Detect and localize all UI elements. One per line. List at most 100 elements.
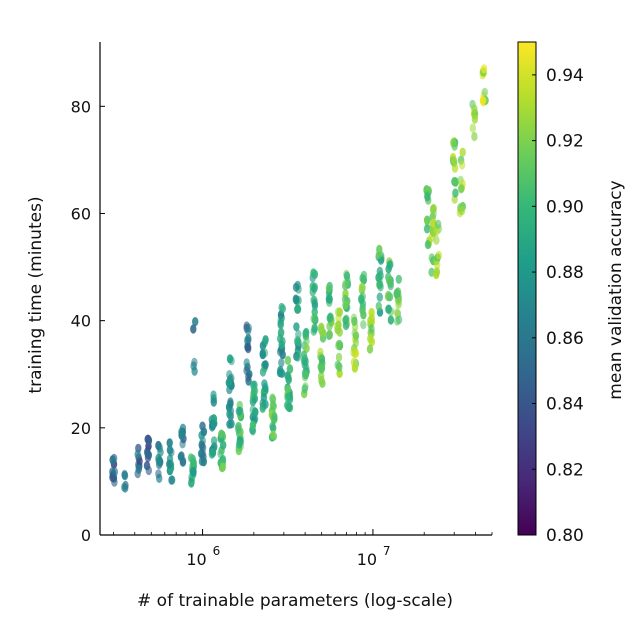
- scatter-point: [261, 379, 268, 389]
- scatter-point: [385, 304, 392, 314]
- scatter-point: [303, 336, 310, 346]
- scatter-point: [366, 344, 374, 354]
- scatter-point: [250, 385, 258, 395]
- scatter-point: [200, 427, 208, 437]
- scatter-point: [292, 282, 300, 292]
- y-axis-title: training time (minutes): [26, 196, 46, 393]
- scatter-point: [177, 452, 185, 462]
- scatter-point: [471, 131, 478, 142]
- scatter-point: [178, 429, 185, 439]
- scatter-point: [252, 407, 259, 417]
- y-tick-label: 60: [71, 204, 91, 223]
- colorbar-tick-label: 0.88: [546, 263, 584, 283]
- scatter-point: [387, 315, 395, 325]
- scatter-point: [284, 400, 291, 410]
- scatter-point: [168, 447, 175, 457]
- scatter-point: [428, 233, 435, 243]
- scatter-point: [326, 321, 333, 331]
- scatter-point: [430, 209, 437, 219]
- scatter-point: [351, 316, 358, 326]
- scatter-point: [311, 324, 318, 334]
- scatter-point: [226, 370, 233, 380]
- scatter-point: [228, 356, 235, 366]
- scatter-point: [395, 274, 402, 284]
- scatter-point: [278, 340, 285, 350]
- scatter-point: [277, 328, 285, 338]
- scatter-point: [244, 342, 252, 352]
- x-tick-exponent: 6: [213, 544, 221, 558]
- colorbar-tick-label: 0.94: [546, 66, 584, 86]
- x-axis-title: # of trainable parameters (log-scale): [137, 591, 453, 611]
- scatter-point: [109, 455, 116, 465]
- scatter-point: [452, 188, 459, 198]
- scatter-point: [433, 267, 441, 277]
- scatter-point: [190, 467, 197, 477]
- scatter-point: [424, 240, 432, 250]
- scatter-point: [245, 372, 252, 382]
- scatter-point: [424, 192, 431, 202]
- scatter-point: [352, 338, 360, 348]
- scatter-point: [262, 399, 269, 409]
- scatter-point: [277, 365, 284, 375]
- x-tick-label: 10: [186, 550, 206, 569]
- scatter-point: [228, 419, 235, 429]
- scatter-point: [433, 235, 440, 245]
- scatter-point: [219, 462, 226, 472]
- scatter-point: [235, 446, 242, 456]
- scatter-point: [336, 327, 343, 337]
- scatter-point: [342, 320, 350, 331]
- scatter-point: [135, 464, 142, 474]
- scatter-point: [210, 436, 218, 446]
- scatter-point: [198, 456, 206, 466]
- scatter-point: [111, 467, 119, 477]
- scatter-point: [269, 421, 276, 431]
- scatter-point: [286, 364, 294, 374]
- scatter-point: [169, 475, 176, 485]
- scatter-point: [220, 440, 227, 450]
- scatter-point: [325, 283, 333, 293]
- scatter-point: [271, 412, 278, 422]
- y-tick-label: 80: [71, 97, 91, 116]
- scatter-point: [395, 315, 403, 325]
- y-axis-ticks: 0 20 40 60 80: [71, 97, 105, 545]
- scatter-point: [375, 249, 383, 259]
- scatter-point: [210, 397, 217, 407]
- scatter-point: [367, 334, 374, 344]
- scatter-point: [481, 87, 488, 97]
- scatter-point: [234, 424, 242, 434]
- scatter-point: [145, 450, 152, 460]
- scatter-point: [191, 366, 198, 376]
- scatter-point: [120, 482, 128, 492]
- scatter-point: [166, 459, 173, 469]
- scatter-point: [318, 322, 325, 332]
- x-tick-exponent: 7: [383, 544, 391, 558]
- scatter-point: [336, 307, 343, 317]
- scatter-point: [269, 393, 276, 403]
- scatter-point: [302, 369, 309, 380]
- x-tick-label: 10: [357, 550, 377, 569]
- scatter-point: [269, 400, 277, 410]
- scatter-point: [279, 304, 286, 314]
- scatter-point: [458, 206, 466, 216]
- scatter-point: [335, 320, 342, 330]
- scatter-point: [342, 300, 349, 310]
- scatter-point: [259, 350, 266, 360]
- scatter-point: [166, 438, 173, 448]
- scatter-point: [192, 317, 199, 327]
- x-axis-ticks: 10 6 10 7: [113, 529, 493, 569]
- scatter-point: [351, 328, 358, 338]
- scatter-point: [377, 270, 384, 281]
- scatter-point: [459, 147, 466, 157]
- scatter-point: [451, 141, 458, 151]
- scatter-point: [277, 320, 284, 330]
- scatter-point: [376, 292, 383, 302]
- y-tick-label: 40: [71, 312, 91, 331]
- scatter-point: [145, 434, 152, 444]
- scatter-point: [311, 314, 319, 324]
- scatter-point: [360, 320, 367, 330]
- scatter-point: [471, 114, 479, 124]
- scatter-point: [360, 310, 367, 320]
- scatter-point: [210, 419, 217, 429]
- scatter-point: [343, 271, 351, 281]
